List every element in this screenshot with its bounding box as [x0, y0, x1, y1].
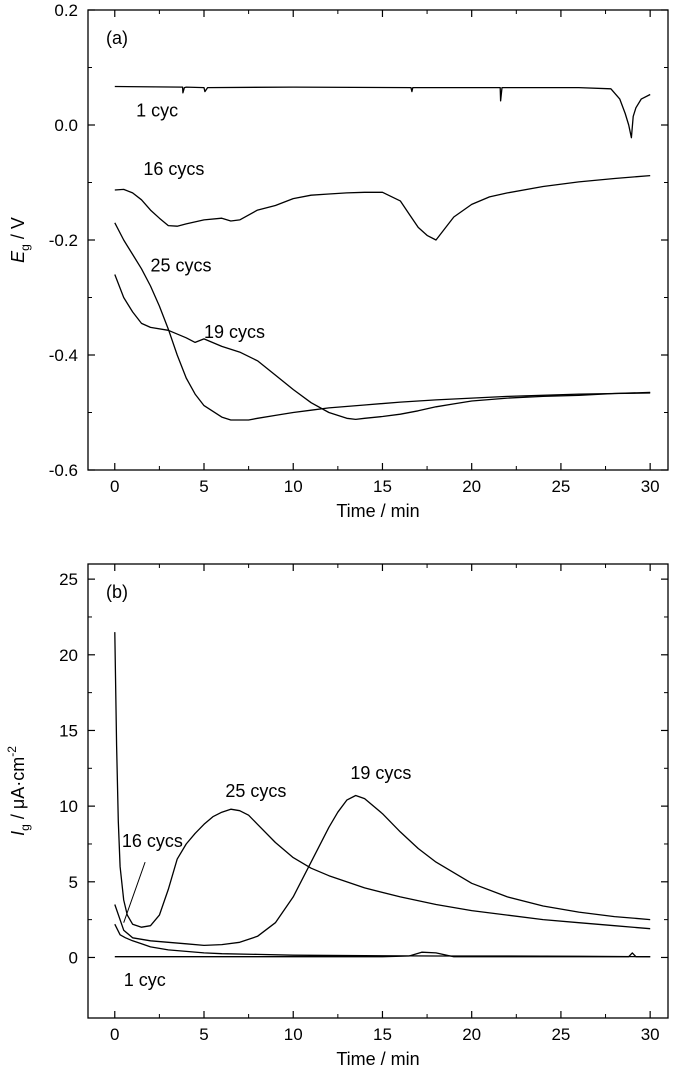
x-tick-label: 15 [373, 1025, 392, 1044]
x-axis-title: Time / min [336, 1049, 419, 1069]
y-axis-title: Eg / V [8, 217, 32, 263]
y-tick-label: 15 [59, 721, 78, 740]
x-tick-label: 20 [462, 1025, 481, 1044]
series-annotation: 1 cyc [136, 100, 178, 120]
y-axis-symbol: I [8, 831, 28, 836]
y-axis-subscript: g [18, 244, 32, 251]
chart-panel-b: 0 5 10 15 20 25 30 0 5 10 15 20 25 (b) Time / min Ig / … [5, 563, 669, 1069]
x-tick-label: 30 [641, 477, 660, 496]
y-tick-label: -0.6 [49, 461, 78, 480]
x-tick-label: 25 [551, 1025, 570, 1044]
y-tick-label: 0.2 [54, 1, 78, 20]
series-line-1-cyc [114, 85, 651, 139]
annotation-leader-line [123, 861, 146, 923]
series-line-19-cycs [114, 274, 651, 421]
panel-label: (b) [106, 582, 128, 602]
y-tick-label: 25 [59, 570, 78, 589]
x-tick-label: 20 [462, 477, 481, 496]
x-tick-label: 15 [373, 477, 392, 496]
chart-panel-a: 0 5 10 15 20 25 30 -0.6 -0.4 -0.2 0.0 0.2 (a) Time / … [8, 1, 669, 521]
y-axis-subscript: g [18, 824, 32, 831]
x-axis-title: Time / min [336, 501, 419, 521]
series-annotation: 19 cycs [350, 763, 411, 783]
y-axis-symbol: E [8, 250, 28, 263]
x-tick-label: 30 [641, 1025, 660, 1044]
series-line-19-cycs [114, 794, 651, 947]
plot-frame [87, 563, 669, 1019]
series-annotation: 1 cyc [124, 970, 166, 990]
series-annotation: 19 cycs [204, 322, 265, 342]
x-tick-label: 25 [551, 477, 570, 496]
series-annotation: 25 cycs [225, 781, 286, 801]
y-tick-label: 5 [69, 873, 78, 892]
y-axis-superscript: -2 [5, 746, 19, 757]
y-tick-label: -0.2 [49, 231, 78, 250]
series-line-25-cycs [114, 632, 651, 930]
series-line-25-cycs [114, 222, 651, 421]
x-tick-label: 10 [284, 477, 303, 496]
x-tick-label: 5 [199, 477, 208, 496]
x-tick-label: 0 [110, 477, 119, 496]
y-axis-unit: / V [8, 217, 28, 244]
series-annotation: 16 cycs [143, 159, 204, 179]
y-axis-unit: / μA·cm [8, 757, 28, 824]
series-line-16-cycs [114, 174, 651, 241]
series-annotation: 25 cycs [150, 256, 211, 276]
y-tick-label: 0 [69, 948, 78, 967]
series-annotation: 16 cycs [122, 831, 183, 851]
y-tick-label: 0.0 [54, 116, 78, 135]
series-line-16-cycs [114, 923, 651, 958]
x-tick-label: 10 [284, 1025, 303, 1044]
y-tick-label: 10 [59, 797, 78, 816]
x-tick-label: 0 [110, 1025, 119, 1044]
series-line-1-cyc [114, 951, 651, 958]
panel-label: (a) [106, 28, 128, 48]
plot-frame [87, 9, 669, 471]
x-tick-label: 5 [199, 1025, 208, 1044]
y-axis-title: Ig / μA·cm-2 [5, 746, 32, 836]
y-tick-label: -0.4 [49, 346, 78, 365]
y-tick-label: 20 [59, 646, 78, 665]
